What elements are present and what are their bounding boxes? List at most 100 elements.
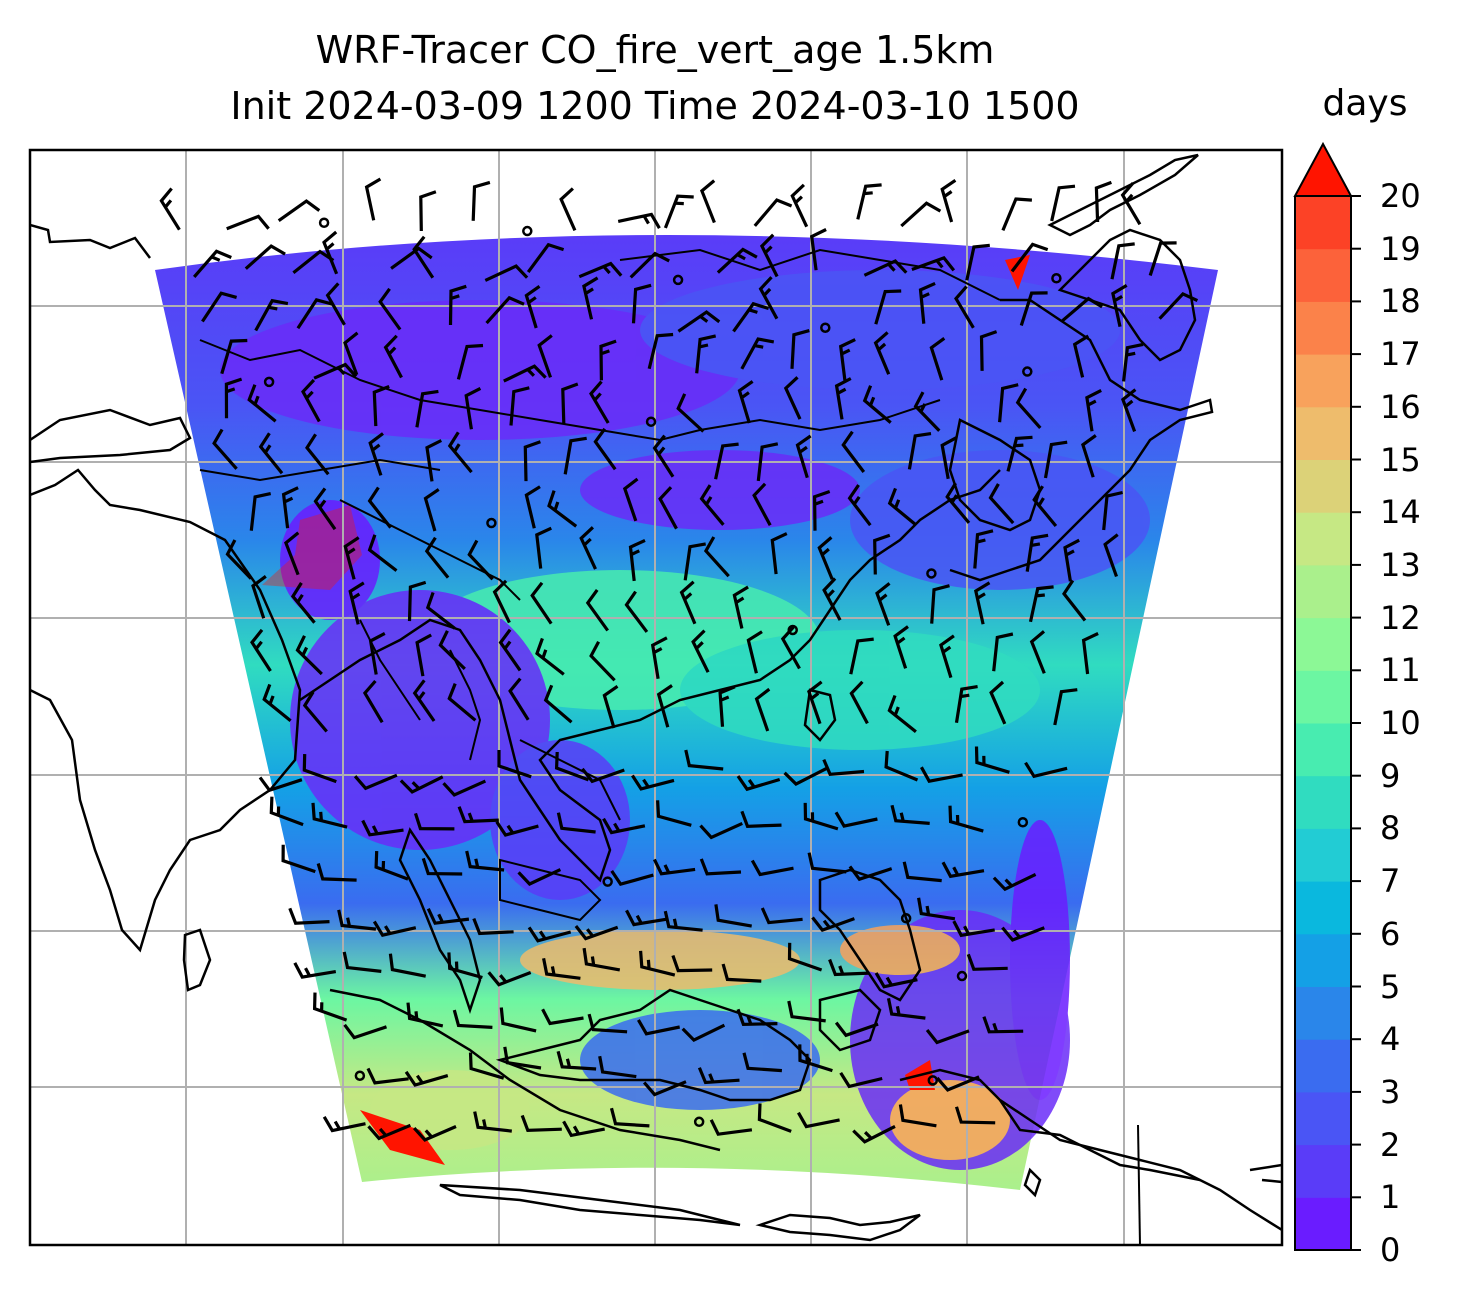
wind-barb [699,858,742,876]
wind-barb [343,536,360,580]
wind-barb [388,953,427,978]
wind-barb [884,750,919,782]
wind-barb [973,581,991,625]
wind-barb [372,920,417,938]
colorbar-tick-label: 11 [1380,651,1421,690]
wind-barb [587,1013,628,1034]
wind-barb [887,694,917,734]
wind-barb [628,538,646,582]
wind-barb [442,779,487,797]
wind-barb [527,926,572,943]
wind-barb [413,812,455,831]
wind-barb [1053,688,1078,726]
colorbar-tick-label: 15 [1380,440,1421,479]
wind-barb [807,680,823,725]
wind-barb [940,178,957,223]
colorbar-segment [1295,196,1351,250]
colorbar-segment [1295,301,1351,355]
wind-barb [954,1106,996,1125]
colorbar-tick-label: 3 [1380,1072,1401,1111]
wind-barb [497,750,532,779]
wind-barb [637,1019,681,1036]
wind-barb [582,947,621,972]
wind-barb [556,1050,597,1071]
wind-barb [448,284,467,326]
wind-barb [1148,241,1177,276]
wind-calm-marker [486,517,497,529]
wind-barb [368,631,386,675]
colorbar-segment [1295,986,1351,1040]
wind-barb [495,820,539,837]
wind-calm-marker [1017,817,1029,828]
wind-barb [898,1104,937,1128]
wind-barb [862,385,892,424]
wind-barb [849,680,869,725]
colorbar-segment [1295,933,1351,987]
wind-barb [681,1023,726,1043]
wind-barb [322,230,339,275]
wind-barb [485,295,525,325]
wind-barb [1063,538,1080,582]
wind-barb [313,487,337,531]
wind-barb [192,249,232,278]
wind-barb [378,287,402,331]
wind-barb [817,536,834,580]
colorbar-tick-label: 2 [1380,1125,1401,1164]
wind-barb [874,972,918,989]
colorbar-segment [1295,775,1351,829]
wind-barb [847,484,872,527]
wind-barb [803,802,839,831]
wind-barb [426,908,470,925]
wind-barb [581,767,625,784]
wind-barb [535,637,565,676]
wind-barb [250,628,272,672]
wind-barb [313,362,358,380]
wind-barb [301,378,321,423]
wind-barb [941,861,985,879]
wind-barb [258,432,284,475]
wind-barb [447,683,477,722]
colorbar-segment [1295,1039,1351,1093]
wind-barb [343,1023,388,1040]
wind-barb [965,243,990,281]
wind-barb [423,488,440,532]
wind-barb [574,925,619,941]
wind-calm-marker [693,1116,705,1128]
wind-barb [254,298,289,332]
wind-barb [542,957,581,980]
wind-barb [277,199,321,223]
wind-barb [783,376,802,420]
wind-barb [1158,291,1199,320]
wind-barb [900,201,942,228]
wind-calm-marker [927,1075,939,1086]
wind-barb [447,431,473,474]
wind-barb [631,283,652,324]
wind-barb [822,577,842,621]
wind-barb [541,1008,584,1026]
wind-barb [484,264,529,282]
colorbar-tick-label: 9 [1380,756,1401,795]
wind-barb [718,685,736,727]
wind-barb [562,1120,605,1138]
wind-barb [911,256,956,272]
colorbar-tick-label: 0 [1380,1231,1401,1269]
wind-barb [487,971,532,987]
colorbar-extend-arrow [1293,141,1353,197]
wind-barb [992,872,1037,892]
wind-barb [952,920,995,938]
wind-barb [456,343,484,380]
wind-barb [676,393,705,433]
wind-barb [834,811,878,828]
wind-barb [1062,579,1087,622]
wind-barb [609,1107,650,1128]
colorbar-segment [1295,512,1351,566]
wind-barb [598,1055,637,1079]
colorbar-segment [1295,723,1351,777]
wind-barb [740,337,775,370]
colorbar-segment [1295,406,1351,460]
wind-barb [839,1071,883,1089]
wind-barb [579,526,597,570]
wind-calm-marker [263,376,275,388]
wind-barb [812,489,831,531]
